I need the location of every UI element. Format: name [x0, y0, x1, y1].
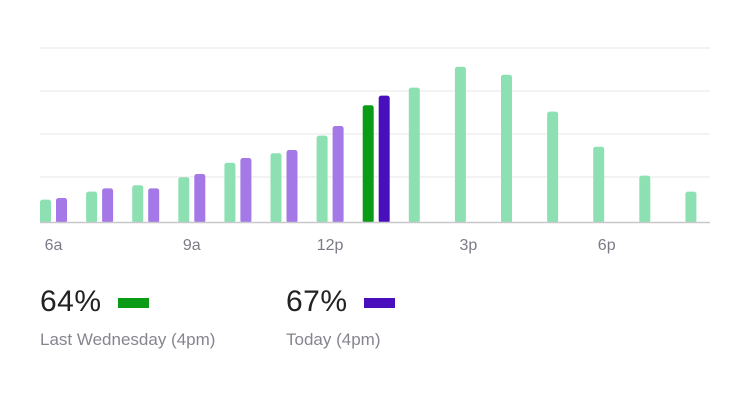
bar-last-wednesday-12p: [316, 135, 328, 223]
bars: [40, 66, 697, 223]
x-tick-label-12p: 12p: [317, 237, 344, 254]
bar-last-wednesday-9a: [178, 177, 190, 223]
bar-last-wednesday-1p: [362, 105, 374, 223]
last-wednesday-caption: Last Wednesday (4pm): [40, 330, 216, 349]
bar-last-wednesday-10a: [224, 162, 236, 223]
x-tick-label-6a: 6a: [45, 237, 63, 254]
legend-last-wednesday-row: 64%: [40, 284, 215, 320]
legend-today: 67% Today (4pm): [286, 284, 395, 350]
x-tick-label-9a: 9a: [183, 237, 201, 254]
today-value: 67%: [286, 285, 348, 318]
today-caption: Today (4pm): [286, 330, 381, 349]
last-wednesday-value: 64%: [40, 285, 102, 318]
bar-last-wednesday-7p: [639, 175, 651, 223]
bar-last-wednesday-4p: [501, 74, 512, 223]
x-tick-label-6p: 6p: [598, 237, 616, 254]
bar-last-wednesday-2p: [408, 87, 420, 223]
bar-today-11a: [286, 150, 298, 223]
bar-today-7a: [102, 188, 114, 223]
grid-lines: [40, 47, 710, 178]
x-tick-label-3p: 3p: [460, 237, 478, 254]
bar-last-wednesday-6a: [40, 199, 51, 223]
bar-last-wednesday-3p: [454, 66, 466, 223]
last-wednesday-swatch: [117, 298, 149, 308]
legend-today-row: 67%: [286, 284, 395, 320]
bar-today-9a: [194, 174, 206, 223]
legend-last-wednesday: 64% Last Wednesday (4pm): [40, 284, 215, 350]
today-swatch: [363, 298, 395, 308]
bar-today-8a: [148, 188, 160, 223]
popular-times-chart: 6a 9a 12p 3p 6p: [40, 47, 710, 254]
bar-last-wednesday-8p: [685, 191, 697, 223]
bar-last-wednesday-5p: [547, 111, 559, 223]
bar-today-12p: [332, 126, 344, 223]
bar-last-wednesday-6p: [593, 146, 605, 223]
bar-last-wednesday-8a: [132, 185, 144, 223]
bar-today-10a: [240, 158, 252, 223]
bar-last-wednesday-7a: [86, 191, 98, 223]
bar-today-6a: [56, 198, 67, 223]
x-axis-tick-labels: 6a 9a 12p 3p 6p: [45, 237, 616, 254]
bar-today-1p: [378, 95, 390, 223]
bar-last-wednesday-11a: [270, 153, 282, 223]
